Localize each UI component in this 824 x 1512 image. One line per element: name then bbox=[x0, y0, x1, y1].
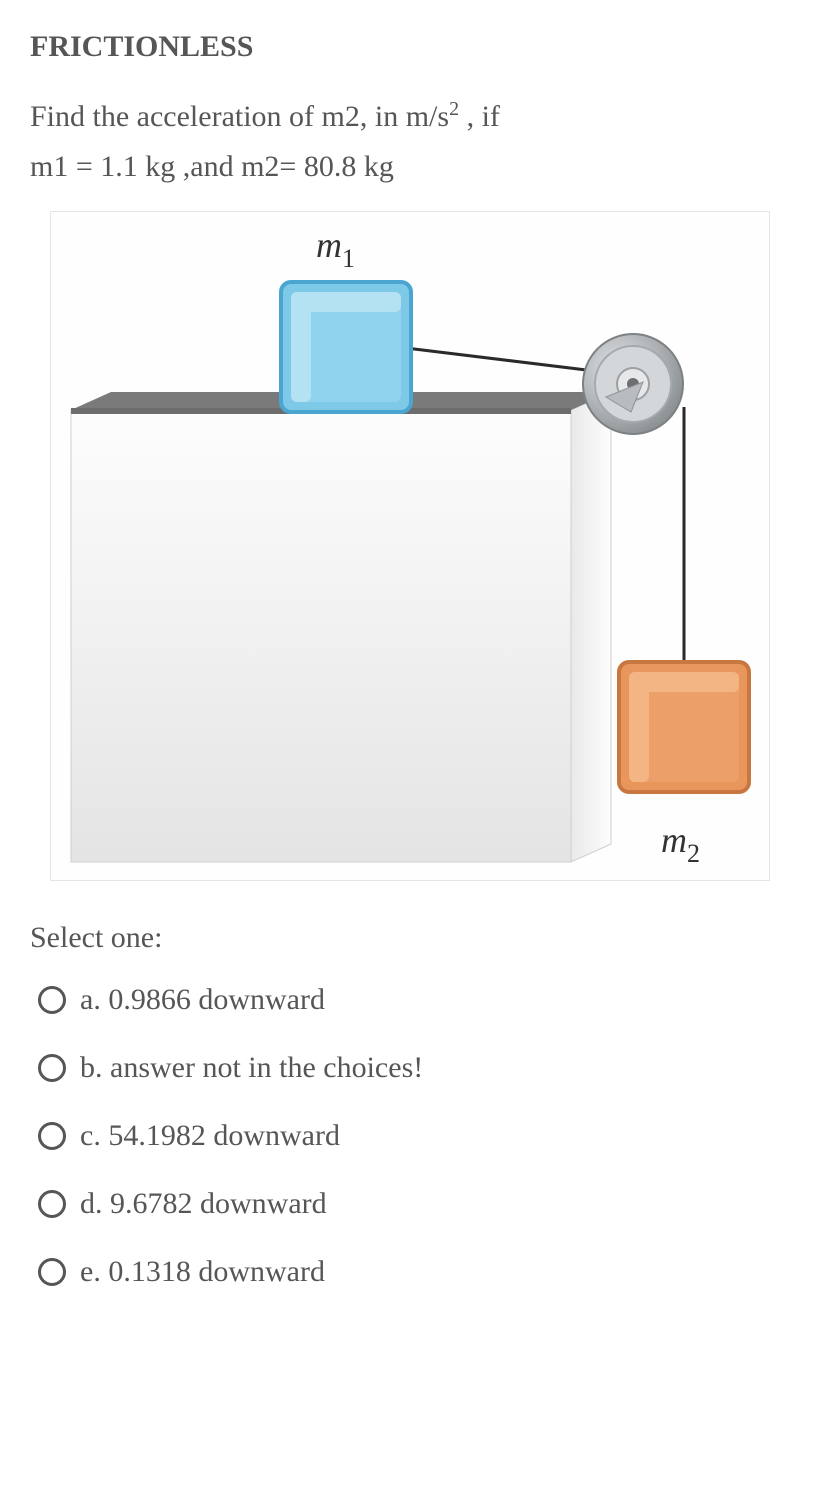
question-part1b: , if bbox=[459, 100, 500, 133]
option-d[interactable]: d. 9.6782 downward bbox=[38, 1187, 794, 1221]
radio-icon bbox=[38, 986, 66, 1014]
radio-icon bbox=[38, 1258, 66, 1286]
radio-icon bbox=[38, 1190, 66, 1218]
label-m2: m2 bbox=[661, 820, 700, 868]
option-label: b. answer not in the choices! bbox=[80, 1051, 423, 1085]
title: FRICTIONLESS bbox=[30, 30, 794, 64]
radio-icon bbox=[38, 1054, 66, 1082]
label-m1: m1 bbox=[316, 225, 355, 273]
question-part2: m1 = 1.1 kg ,and m2= 80.8 kg bbox=[30, 150, 394, 183]
physics-diagram: m1 m2 bbox=[50, 211, 770, 881]
select-one-label: Select one: bbox=[30, 921, 794, 955]
option-label: e. 0.1318 downward bbox=[80, 1255, 325, 1289]
question-text: Find the acceleration of m2, in m/s2 , i… bbox=[30, 92, 794, 191]
radio-icon bbox=[38, 1122, 66, 1150]
option-e[interactable]: e. 0.1318 downward bbox=[38, 1255, 794, 1289]
option-label: c. 54.1982 downward bbox=[80, 1119, 340, 1153]
option-label: d. 9.6782 downward bbox=[80, 1187, 327, 1221]
question-sup: 2 bbox=[449, 98, 459, 120]
option-label: a. 0.9866 downward bbox=[80, 983, 325, 1017]
question-part1: Find the acceleration of m2, in m/s bbox=[30, 100, 449, 133]
option-c[interactable]: c. 54.1982 downward bbox=[38, 1119, 794, 1153]
option-b[interactable]: b. answer not in the choices! bbox=[38, 1051, 794, 1085]
options-list: a. 0.9866 downward b. answer not in the … bbox=[30, 983, 794, 1289]
option-a[interactable]: a. 0.9866 downward bbox=[38, 983, 794, 1017]
